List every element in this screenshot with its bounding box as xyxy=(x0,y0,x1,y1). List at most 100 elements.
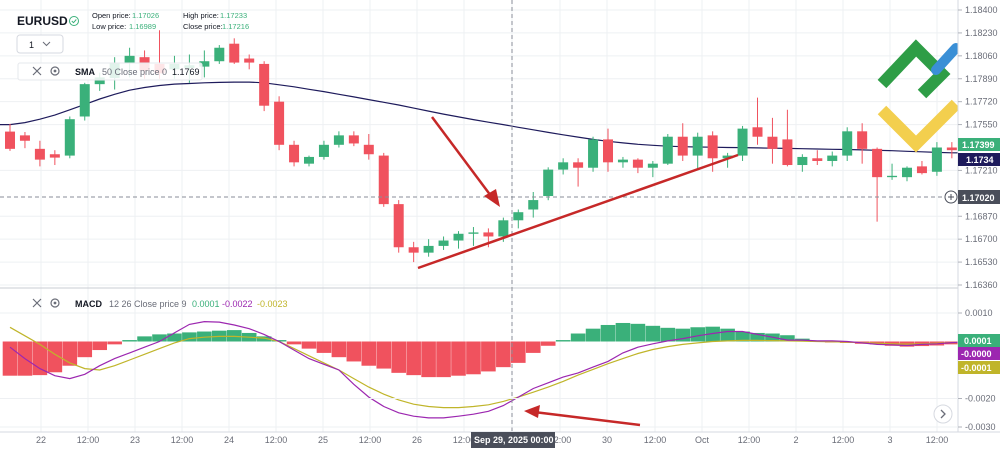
candle xyxy=(827,151,838,167)
time-tick-label: 30 xyxy=(602,435,612,445)
scroll-right-circle[interactable] xyxy=(933,404,953,424)
price-tick-label: 1.16360 xyxy=(965,280,998,290)
candle xyxy=(244,54,255,70)
time-tick-label: 12:00 xyxy=(171,435,194,445)
sma-line xyxy=(0,81,967,154)
candle xyxy=(468,227,479,246)
sma-legend-box xyxy=(17,62,203,81)
close-icon[interactable] xyxy=(32,298,42,308)
sma-legend[interactable]: SMA 50 Close price 0 1.1769 xyxy=(17,62,203,81)
macd-pane[interactable] xyxy=(2,320,975,419)
macd-histogram-bar xyxy=(391,341,406,373)
candle-body xyxy=(348,135,359,144)
candle xyxy=(19,131,30,149)
logo-green-stroke xyxy=(877,39,951,99)
crosshair-time-label: Sep 29, 2025 00:00 xyxy=(471,432,555,448)
candle-body xyxy=(468,232,479,234)
gear-icon-ring xyxy=(50,298,60,308)
candle-body xyxy=(229,43,240,63)
price-tick-label: 1.16700 xyxy=(965,234,998,244)
candle-body xyxy=(916,166,927,174)
open-value: 1.17026 xyxy=(132,11,159,20)
price-tick-label: 1.17720 xyxy=(965,97,998,107)
chevron-down-icon xyxy=(42,41,51,47)
candle xyxy=(603,128,613,172)
price-tag-crosshair-bg xyxy=(958,190,1000,204)
price-tag-close: 1.17399 xyxy=(958,138,1000,151)
macd-lines xyxy=(9,320,967,419)
interval-selector[interactable]: 1 xyxy=(16,34,64,54)
macd-histogram-bar xyxy=(436,341,451,378)
candle xyxy=(752,97,763,145)
candle xyxy=(902,166,912,182)
interval-selector-box[interactable] xyxy=(16,34,64,54)
arrow-down-right[interactable] xyxy=(430,116,496,201)
candle-body xyxy=(289,144,300,163)
candle xyxy=(722,152,733,168)
price-axis[interactable] xyxy=(958,0,1000,454)
macd-histogram-bar xyxy=(182,332,197,342)
close-icon[interactable] xyxy=(32,66,42,76)
trendline-support[interactable] xyxy=(417,153,739,270)
time-tick-label: 12:00 xyxy=(832,435,855,445)
time-tick-label: 12:00 xyxy=(926,435,949,445)
macd-histogram-bar xyxy=(47,341,63,373)
candle xyxy=(289,140,300,167)
annotation-arrows[interactable] xyxy=(417,116,739,427)
macd-histogram-bar xyxy=(361,341,377,366)
check-circle-icon xyxy=(69,16,79,26)
candle-body xyxy=(872,148,883,178)
scroll-right-button[interactable] xyxy=(933,404,953,424)
arrow-left[interactable] xyxy=(533,410,641,427)
candle-body xyxy=(333,135,344,145)
crosshair-add-button[interactable] xyxy=(944,190,958,204)
candle-body xyxy=(588,139,599,168)
candle-body xyxy=(199,61,210,67)
symbol-name[interactable]: EURUSD xyxy=(17,14,68,28)
candle-body xyxy=(304,156,314,164)
macd-histogram-bar xyxy=(540,341,556,346)
gear-icon-hub xyxy=(53,301,57,305)
candle xyxy=(588,136,599,172)
macd-histogram-bar xyxy=(466,341,481,375)
sma-label: SMA xyxy=(75,67,96,77)
macd-legend[interactable]: MACD 12 26 Close price 9 0.0001 -0.0022 … xyxy=(32,298,288,309)
macd-histogram-bar xyxy=(77,341,93,358)
macd-histogram-bar xyxy=(107,341,122,345)
candle xyxy=(767,117,778,164)
candle xyxy=(677,123,688,161)
candle xyxy=(438,236,449,250)
candle-body xyxy=(274,101,285,145)
price-pane[interactable] xyxy=(0,30,972,263)
candle-body xyxy=(64,119,75,156)
macd-tag-histogram: 0.0001 xyxy=(958,334,1000,347)
macd-main-line xyxy=(9,320,967,419)
candle-body xyxy=(902,167,912,178)
candle xyxy=(304,155,314,167)
macd-histogram-bar xyxy=(735,331,750,342)
candle xyxy=(573,158,584,187)
price-tick-label: 1.18400 xyxy=(965,5,998,15)
macd-histogram-bar xyxy=(62,341,78,366)
arrow-down-right-head xyxy=(484,189,500,207)
candle-body xyxy=(857,131,868,149)
price-tag-crosshair-text: 1.17020 xyxy=(962,193,995,203)
symbol-status-icon xyxy=(69,16,79,26)
macd-histogram-bar xyxy=(137,336,152,342)
sma-50-line xyxy=(0,81,967,154)
macd-histogram-bar xyxy=(32,341,48,376)
candle-body xyxy=(707,135,718,159)
open-label: Open price: xyxy=(92,11,131,20)
candle xyxy=(632,158,643,174)
candle-body xyxy=(259,63,270,106)
gear-icon[interactable] xyxy=(50,298,60,308)
gear-icon[interactable] xyxy=(50,66,60,76)
candle-body xyxy=(946,147,957,151)
price-tick-label: 1.16870 xyxy=(965,211,998,221)
candle-body xyxy=(797,156,808,166)
macd-histogram-bar xyxy=(152,334,167,342)
time-tick-label: 12:00 xyxy=(644,435,667,445)
time-axis-ticks[interactable]: 2212:002312:002412:002512:002612:002912:… xyxy=(36,435,948,445)
price-tag-sma: 1.1734 xyxy=(958,153,1000,166)
